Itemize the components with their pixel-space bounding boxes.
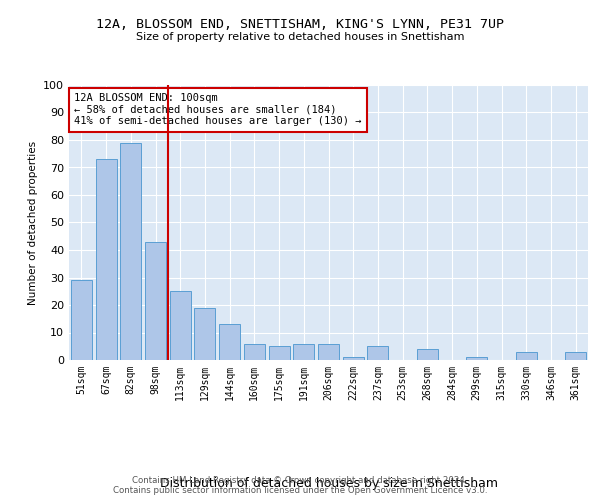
Bar: [565, 352, 586, 360]
Text: Size of property relative to detached houses in Snettisham: Size of property relative to detached ho…: [136, 32, 464, 42]
Bar: [367, 346, 388, 360]
Bar: [269, 346, 290, 360]
Bar: [244, 344, 265, 360]
Bar: [219, 324, 240, 360]
Bar: [170, 291, 191, 360]
Bar: [318, 344, 339, 360]
X-axis label: Distribution of detached houses by size in Snettisham: Distribution of detached houses by size …: [160, 476, 497, 490]
Bar: [417, 349, 438, 360]
Bar: [120, 143, 141, 360]
Bar: [145, 242, 166, 360]
Text: Contains HM Land Registry data © Crown copyright and database right 2024.
Contai: Contains HM Land Registry data © Crown c…: [113, 476, 487, 495]
Bar: [293, 344, 314, 360]
Bar: [95, 159, 116, 360]
Y-axis label: Number of detached properties: Number of detached properties: [28, 140, 38, 304]
Bar: [516, 352, 537, 360]
Text: 12A, BLOSSOM END, SNETTISHAM, KING'S LYNN, PE31 7UP: 12A, BLOSSOM END, SNETTISHAM, KING'S LYN…: [96, 18, 504, 30]
Text: 12A BLOSSOM END: 100sqm
← 58% of detached houses are smaller (184)
41% of semi-d: 12A BLOSSOM END: 100sqm ← 58% of detache…: [74, 93, 362, 126]
Bar: [466, 357, 487, 360]
Bar: [343, 357, 364, 360]
Bar: [194, 308, 215, 360]
Bar: [71, 280, 92, 360]
